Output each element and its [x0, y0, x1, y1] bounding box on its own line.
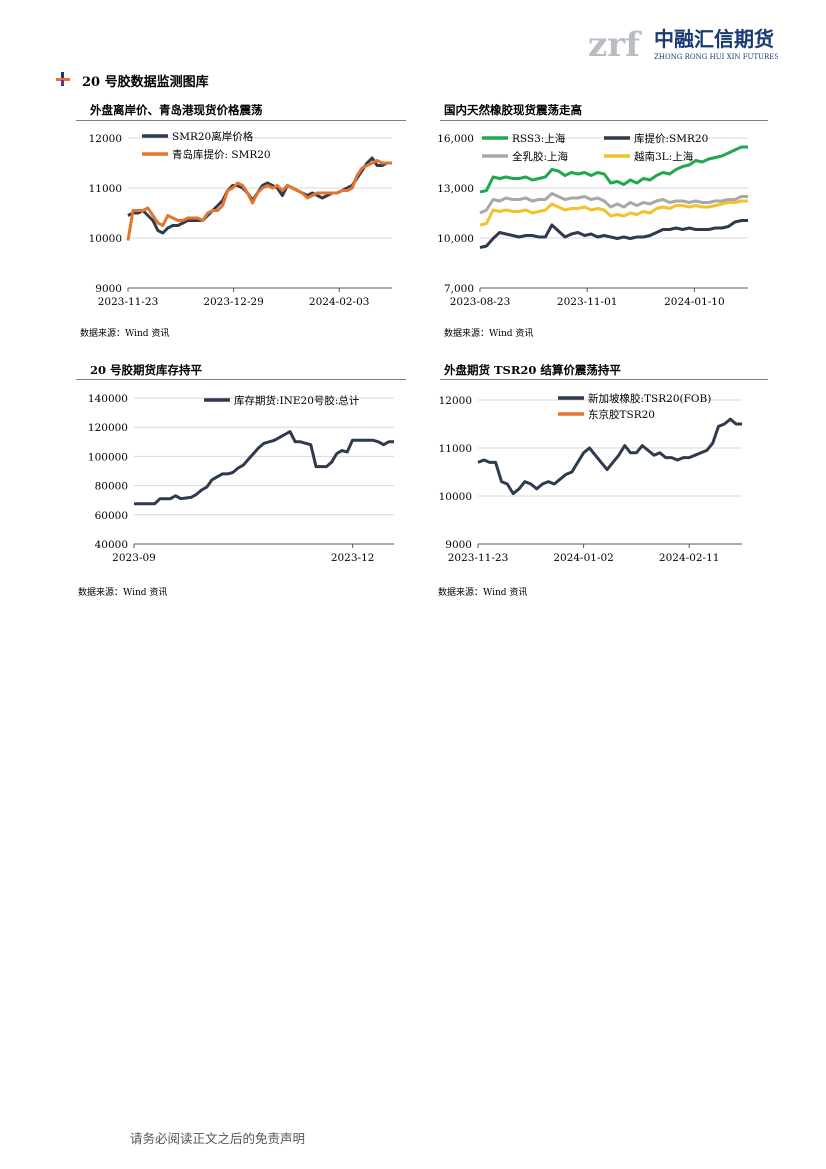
y-tick-label: 11000 [89, 183, 122, 195]
series-line-1 [127, 156, 392, 235]
x-tick-label: 2023-09 [112, 552, 156, 564]
chart-3-title: 20 号胶期货库存持平 [90, 363, 203, 377]
logo-letters: zrf [588, 25, 642, 64]
legend-label: 东京胶TSR20 [588, 408, 655, 421]
x-tick-label: 2024-01-10 [664, 296, 725, 308]
y-tick-label: 12000 [89, 133, 122, 145]
y-tick-label: 10000 [89, 233, 122, 245]
x-tick-label: 2023-11-23 [98, 296, 159, 308]
x-tick-label: 2023-12 [331, 552, 375, 564]
section-title: 20 号胶数据监测图库 [82, 75, 209, 90]
chart-2-rule [440, 120, 768, 121]
x-tick-label: 2024-02-11 [659, 552, 720, 564]
series-line-4 [479, 199, 748, 227]
x-tick-label: 2024-02-03 [309, 296, 370, 308]
chart-1-title: 外盘离岸价、青岛港现货价格震荡 [90, 103, 263, 117]
chart-1: 9000 10000 11000 12000 2023-11-23 2023-12-29 2… [89, 130, 392, 308]
chart-1-rule [76, 120, 406, 121]
chart-3: 40000 60000 80000 100000 120000 140000 2023-09… [88, 393, 394, 564]
x-tick-label: 2023-11-23 [448, 552, 509, 564]
series-line-1 [479, 145, 748, 194]
legend-label: 库提价:SMR20 [634, 132, 708, 145]
chart-4-rule [440, 379, 768, 380]
y-tick-label: 40000 [95, 539, 128, 551]
y-tick-label: 13,000 [437, 183, 474, 195]
series-line-1 [477, 417, 742, 496]
y-tick-label: 9000 [445, 539, 472, 551]
disclaimer: 请务必阅读正文之后的免责声明 [130, 1131, 306, 1146]
legend-label: RSS3:上海 [512, 132, 566, 145]
company-logo: zrf 中融汇信期货 ZHONG RONG HUI XIN FUTURES [588, 20, 779, 65]
x-tick-label: 2024-01-02 [553, 552, 614, 564]
y-tick-label: 140000 [88, 393, 128, 405]
series-line-1 [134, 430, 394, 506]
y-tick-label: 10000 [439, 491, 472, 503]
y-tick-label: 7,000 [444, 283, 474, 295]
chart-4-title: 外盘期货 TSR20 结算价震荡持平 [444, 363, 621, 377]
legend-label: 库存期货:INE20号胶:总计 [234, 394, 360, 407]
y-tick-label: 100000 [88, 451, 128, 463]
y-tick-label: 12000 [439, 395, 472, 407]
y-tick-label: 60000 [95, 510, 128, 522]
y-tick-label: 9000 [95, 283, 122, 295]
x-tick-label: 2023-12-29 [203, 296, 264, 308]
y-tick-label: 10,000 [437, 233, 474, 245]
chart-4-source: 数据来源：Wind 资讯 [438, 588, 528, 598]
logo-en: ZHONG RONG HUI XIN FUTURES [654, 53, 778, 61]
legend-label: 全乳胶:上海 [512, 150, 569, 163]
y-tick-label: 11000 [439, 443, 472, 455]
y-tick-label: 80000 [95, 481, 128, 493]
chart-1-source: 数据来源：Wind 资讯 [80, 329, 170, 339]
logo-cn: 中融汇信期货 [654, 27, 774, 51]
x-tick-label: 2023-11-01 [557, 296, 618, 308]
legend-label: 越南3L:上海 [634, 150, 694, 163]
legend-label: 新加坡橡胶:TSR20(FOB) [588, 392, 711, 405]
chart-3-rule [76, 379, 406, 380]
series-line-3 [479, 192, 748, 215]
y-tick-label: 16,000 [437, 133, 474, 145]
chart-3-source: 数据来源：Wind 资讯 [78, 588, 168, 598]
chart-2-title: 国内天然橡胶现货震荡走高 [444, 103, 582, 117]
series-line-2 [479, 219, 748, 249]
legend-label: 青岛库提价: SMR20 [172, 148, 271, 161]
legend-label: SMR20离岸价格 [172, 130, 254, 143]
y-tick-label: 120000 [88, 422, 128, 434]
chart-2-source: 数据来源：Wind 资讯 [444, 329, 534, 339]
bullet-icon [56, 71, 70, 86]
x-tick-label: 2023-08-23 [450, 296, 511, 308]
chart-4: 9000 10000 11000 12000 2023-11-23 2024-01-02 2… [439, 392, 742, 564]
chart-2: 7,000 10,000 13,000 16,000 2023-08-23 2023-11… [437, 132, 748, 308]
series-line-2 [126, 159, 392, 241]
